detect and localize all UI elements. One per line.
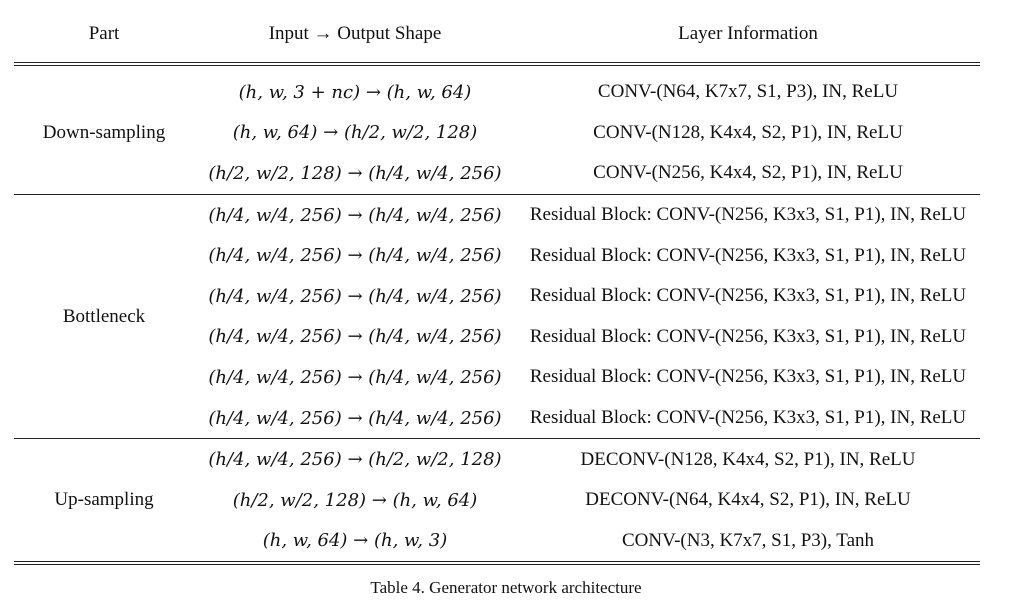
table-row: (h/4, w/4, 256) → (h/4, w/4, 256) Residu… [14, 317, 980, 358]
shape-cell: (h, w, 64) → (h, w, 3) [262, 530, 448, 552]
layer-info-cell: CONV-(N3, K7x7, S1, P3), Tanh [621, 529, 875, 551]
header-layer-info: Layer Information [678, 23, 818, 44]
layer-info-cell: DECONV-(N64, K4x4, S2, P1), IN, ReLU [585, 489, 911, 511]
layer-info-cell: CONV-(N128, K4x4, S2, P1), IN, ReLU [593, 121, 903, 143]
table-row: (h/4, w/4, 256) → (h/4, w/4, 256) Residu… [14, 276, 980, 317]
table-row: (h/4, w/4, 256) → (h/4, w/4, 256) Residu… [14, 398, 980, 439]
table-caption: Table 4. Generator network architecture [370, 578, 642, 597]
part-label: Up-sampling [54, 489, 154, 511]
shape-cell: (h, w, 64) → (h/2, w/2, 128) [232, 122, 478, 144]
generator-architecture-table: Part Input → Output Shape Layer Informat… [14, 0, 980, 565]
shape-cell: (h/2, w/2, 128) → (h, w, 64) [232, 489, 478, 511]
generator-architecture-table-container: Part Input → Output Shape Layer Informat… [14, 0, 980, 565]
layer-info-cell: Residual Block: CONV-(N256, K3x3, S1, P1… [529, 325, 967, 347]
layer-info-cell: Residual Block: CONV-(N256, K3x3, S1, P1… [529, 366, 967, 388]
shape-cell: (h/4, w/4, 256) → (h/4, w/4, 256) [208, 204, 502, 226]
layer-info-cell: Residual Block: CONV-(N256, K3x3, S1, P1… [529, 244, 967, 266]
layer-info-cell: DECONV-(N128, K4x4, S2, P1), IN, ReLU [580, 448, 916, 470]
group-down-sampling: Down-sampling (h, w, 3 + nc) → (h, w, 64… [14, 64, 980, 195]
layer-info-cell: Residual Block: CONV-(N256, K3x3, S1, P1… [529, 407, 967, 429]
table-row: Down-sampling (h, w, 3 + nc) → (h, w, 64… [14, 64, 980, 143]
header-row: Part Input → Output Shape Layer Informat… [14, 0, 980, 64]
table-header: Part Input → Output Shape Layer Informat… [14, 0, 980, 64]
shape-cell: (h/4, w/4, 256) → (h/4, w/4, 256) [208, 326, 502, 348]
table-row: (h/2, w/2, 128) → (h, w, 64) DECONV-(N64… [14, 480, 980, 521]
header-part: Part [88, 23, 120, 44]
layer-info-cell: CONV-(N64, K7x7, S1, P3), IN, ReLU [597, 81, 899, 103]
shape-cell: (h/4, w/4, 256) → (h/2, w/2, 128) [208, 449, 502, 471]
part-label: Bottleneck [62, 305, 146, 327]
table-row: Bottleneck (h/4, w/4, 256) → (h/4, w/4, … [14, 194, 980, 326]
shape-cell: (h/4, w/4, 256) → (h/4, w/4, 256) [208, 407, 502, 429]
shape-cell: (h/4, w/4, 256) → (h/4, w/4, 256) [208, 285, 502, 307]
header-shape: Input → Output Shape [268, 23, 442, 44]
table-row: Up-sampling (h/4, w/4, 256) → (h/2, w/2,… [14, 439, 980, 511]
table-row: (h, w, 64) → (h, w, 3) CONV-(N3, K7x7, S… [14, 521, 980, 564]
layer-info-cell: Residual Block: CONV-(N256, K3x3, S1, P1… [529, 204, 967, 226]
group-bottleneck: Bottleneck (h/4, w/4, 256) → (h/4, w/4, … [14, 194, 980, 439]
shape-cell: (h/4, w/4, 256) → (h/4, w/4, 256) [208, 366, 502, 388]
shape-cell: (h, w, 3 + nc) → (h, w, 64) [238, 81, 472, 103]
table-row: (h/4, w/4, 256) → (h/4, w/4, 256) Residu… [14, 235, 980, 276]
shape-cell: (h/4, w/4, 256) → (h/4, w/4, 256) [208, 245, 502, 267]
layer-info-cell: Residual Block: CONV-(N256, K3x3, S1, P1… [529, 285, 967, 307]
table-row: (h/2, w/2, 128) → (h/4, w/4, 256) CONV-(… [14, 153, 980, 194]
layer-info-cell: CONV-(N256, K4x4, S2, P1), IN, ReLU [593, 162, 903, 184]
group-up-sampling: Up-sampling (h/4, w/4, 256) → (h/2, w/2,… [14, 439, 980, 564]
table-row: (h, w, 64) → (h/2, w/2, 128) CONV-(N128,… [14, 113, 980, 154]
shape-cell: (h/2, w/2, 128) → (h/4, w/4, 256) [208, 162, 502, 184]
table-row: (h/4, w/4, 256) → (h/4, w/4, 256) Residu… [14, 357, 980, 398]
part-label: Down-sampling [42, 121, 166, 143]
